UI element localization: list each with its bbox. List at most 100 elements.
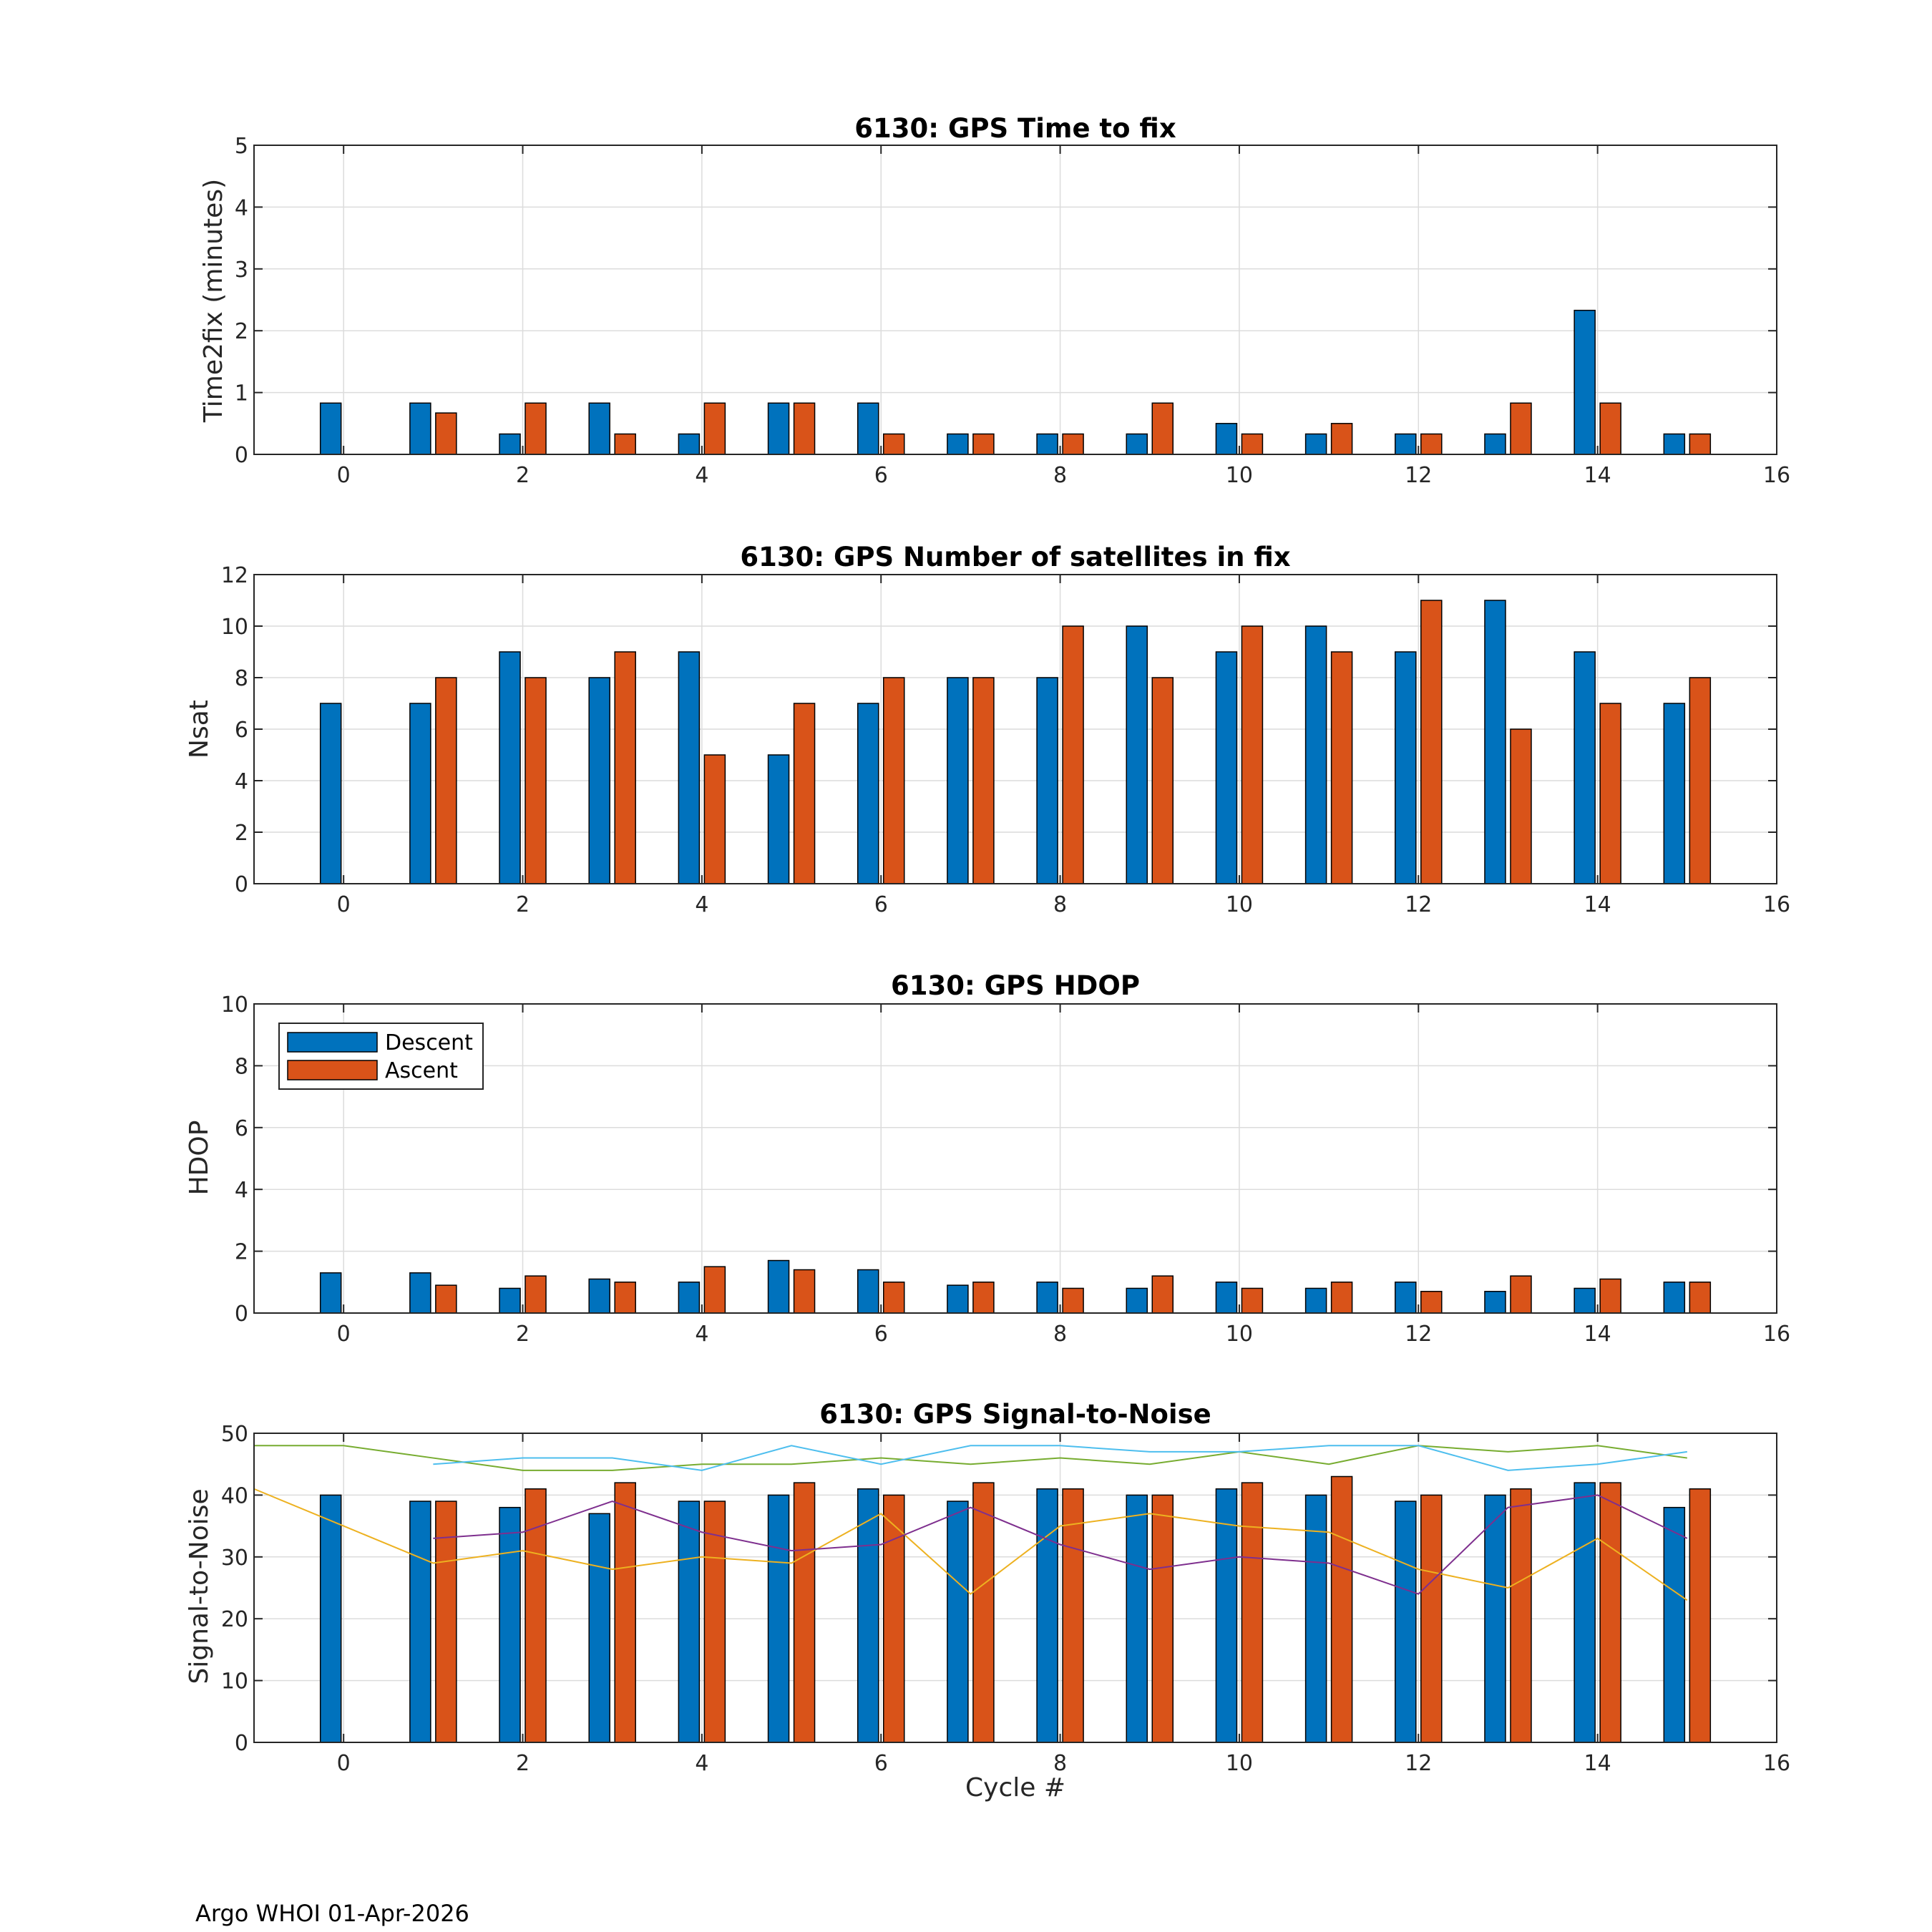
chart-title: 6130: GPS HDOP — [891, 970, 1140, 1001]
x-tick-label: 14 — [1584, 892, 1611, 917]
grid — [254, 574, 1777, 884]
bar-ascent — [1689, 1488, 1712, 1743]
x-tick-label: 8 — [1053, 1751, 1067, 1776]
bar-ascent — [1420, 600, 1443, 884]
y-tick-label: 10 — [221, 1669, 248, 1694]
bar-descent — [1036, 1282, 1058, 1314]
bar-descent — [1126, 1494, 1148, 1743]
bars — [319, 309, 1712, 455]
bar-descent — [678, 1501, 701, 1743]
y-tick-label: 4 — [235, 195, 248, 220]
bar-ascent — [525, 402, 547, 455]
bar-ascent — [1330, 1475, 1353, 1743]
bar-descent — [1304, 1287, 1327, 1314]
y-tick-label: 40 — [221, 1483, 248, 1508]
legend-swatch-descent — [287, 1032, 378, 1053]
bar-descent — [947, 1284, 969, 1314]
bar-ascent — [972, 433, 995, 455]
x-tick-label: 12 — [1405, 1751, 1432, 1776]
y-tick-label: 0 — [235, 872, 248, 897]
y-tick-label: 2 — [235, 319, 248, 344]
snr-line-1 — [253, 1488, 1688, 1601]
x-tick-label: 6 — [874, 1322, 888, 1347]
x-tick-label: 4 — [695, 1322, 708, 1347]
bar-descent — [409, 402, 431, 455]
bar-ascent — [435, 1501, 457, 1743]
bar-descent — [857, 703, 879, 884]
x-tick-label: 4 — [695, 463, 708, 488]
bar-descent — [947, 1501, 969, 1743]
bar-ascent — [1241, 1482, 1264, 1743]
bar-ascent — [1330, 423, 1353, 455]
y-tick-label: 6 — [235, 718, 248, 743]
bar-descent — [1215, 423, 1238, 455]
x-tick-label: 16 — [1763, 463, 1790, 488]
bar-descent — [767, 754, 790, 884]
bar-ascent — [972, 1482, 995, 1743]
x-tick-label: 10 — [1226, 463, 1253, 488]
y-tick-label: 3 — [235, 258, 248, 283]
bar-descent — [409, 1272, 431, 1314]
y-tick-label: 5 — [235, 134, 248, 159]
bar-descent — [409, 703, 431, 884]
bar-descent — [1215, 1488, 1238, 1743]
x-tick-label: 8 — [1053, 892, 1067, 917]
x-tick-label: 2 — [516, 463, 530, 488]
bar-ascent — [1151, 677, 1174, 884]
bar-descent — [1126, 433, 1148, 455]
bar-ascent — [1241, 1287, 1264, 1314]
bar-ascent — [525, 1275, 547, 1314]
bar-descent — [1215, 651, 1238, 884]
bar-ascent — [435, 1284, 457, 1314]
bar-descent — [319, 1494, 342, 1743]
bar-ascent — [1599, 1278, 1621, 1314]
bar-ascent — [614, 1482, 636, 1743]
x-tick-label: 0 — [337, 463, 351, 488]
x-tick-label: 16 — [1763, 1322, 1790, 1347]
bar-descent — [1126, 625, 1148, 884]
x-tick-label: 6 — [874, 1751, 888, 1776]
bar-ascent — [525, 1488, 547, 1743]
y-tick-label: 0 — [235, 443, 248, 468]
x-tick-label: 2 — [516, 892, 530, 917]
chart-title: 6130: GPS Time to fix — [854, 113, 1176, 144]
x-axis-label: Cycle # — [965, 1773, 1065, 1802]
bar-descent — [678, 433, 701, 455]
snr-line-4 — [433, 1445, 1687, 1471]
x-tick-label: 6 — [874, 892, 888, 917]
bar-descent — [947, 677, 969, 884]
y-axis-label: Nsat — [185, 700, 214, 758]
bar-descent — [767, 1259, 790, 1314]
bar-ascent — [793, 1482, 816, 1743]
bar-ascent — [1330, 1282, 1353, 1314]
footer-text: Argo WHOI 01-Apr-2026 — [195, 1900, 469, 1927]
snr-lines — [253, 1445, 1688, 1601]
x-tick-label: 0 — [337, 892, 351, 917]
bar-ascent — [703, 1501, 726, 1743]
bar-ascent — [1062, 1287, 1084, 1314]
bar-ascent — [793, 703, 816, 884]
bar-descent — [1574, 651, 1596, 884]
x-tick-label: 2 — [516, 1322, 530, 1347]
x-tick-label: 2 — [516, 1751, 530, 1776]
bar-descent — [1663, 433, 1686, 455]
y-tick-label: 2 — [235, 1240, 248, 1265]
x-tick-label: 12 — [1405, 463, 1432, 488]
snr-line-2 — [433, 1494, 1688, 1595]
x-tick-label: 14 — [1584, 1322, 1611, 1347]
x-tick-label: 12 — [1405, 892, 1432, 917]
bar-ascent — [1151, 1494, 1174, 1743]
bar-ascent — [1151, 402, 1174, 455]
bar-ascent — [972, 1282, 995, 1314]
bar-ascent — [1420, 1291, 1443, 1314]
bar-descent — [767, 402, 790, 455]
x-tick-label: 8 — [1053, 1322, 1067, 1347]
bar-descent — [1484, 600, 1506, 884]
axes: 0 2 4 6 8 10 12 14 16 0 2 4 6 8 10 — [221, 992, 1790, 1347]
y-tick-label: 10 — [221, 992, 248, 1018]
bar-descent — [588, 402, 610, 455]
y-axis-label: Signal-to-Noise — [185, 1488, 214, 1684]
bar-descent — [1484, 433, 1506, 455]
